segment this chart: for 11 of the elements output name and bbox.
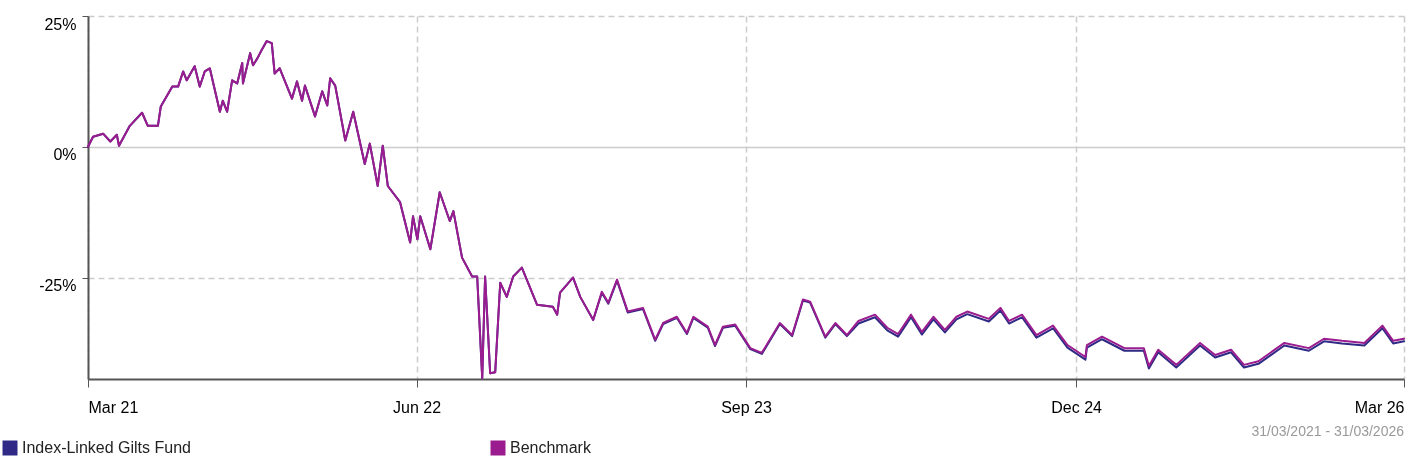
y-tick-label: 0% xyxy=(53,146,77,164)
x-tick-label: Dec 24 xyxy=(1051,398,1103,416)
legend-label: Benchmark xyxy=(510,439,592,456)
y-tick-label: -25% xyxy=(39,277,77,295)
y-tick-label: 25% xyxy=(44,15,77,33)
x-tick-label: Mar 26 xyxy=(1354,398,1405,416)
x-tick-label: Sep 23 xyxy=(721,398,772,416)
x-tick-label: Jun 22 xyxy=(393,398,442,416)
text: 31/03/2021 - 31/03/2026 xyxy=(1251,423,1405,439)
legend-label: Index-Linked Gilts Fund xyxy=(22,439,191,456)
x-tick-label: Mar 21 xyxy=(88,398,139,416)
